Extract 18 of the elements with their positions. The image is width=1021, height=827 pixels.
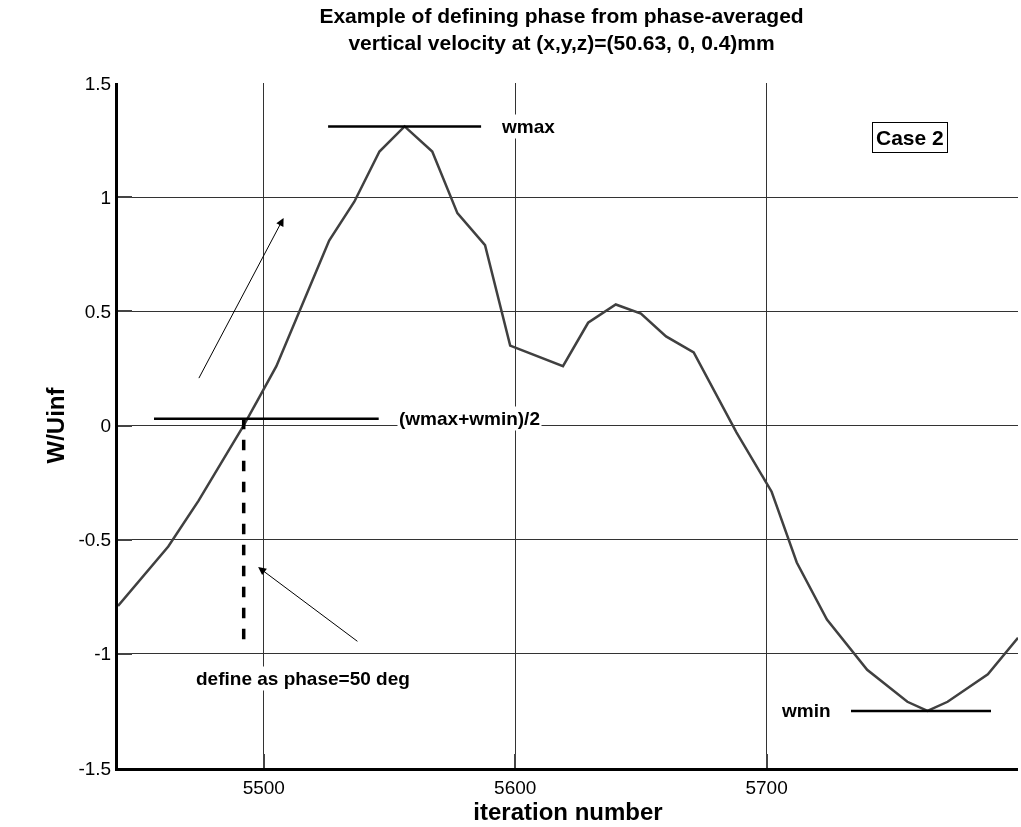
y-tick-label: -1 [94, 643, 112, 665]
y-tick-label: 1.5 [84, 72, 112, 94]
y-tick-label: 0 [100, 415, 112, 437]
y-tick-label: -1.5 [78, 757, 112, 779]
ref-line-label: wmin [781, 700, 831, 721]
annotation: define as phase=50 deg [196, 668, 410, 689]
x-tick-label: 5700 [745, 776, 788, 798]
y-tick-label: 1 [100, 186, 112, 208]
chart-title: Example of defining phase from phase-averaged vertical velocity at (x,y,z)=(50.63, 0, 0.4)mm [319, 4, 804, 55]
y-tick-label: 0.5 [84, 300, 112, 322]
y-tick-label: -0.5 [78, 529, 112, 551]
ref-line-label: (wmax+wmin)/2 [399, 408, 540, 429]
y-axis-title: W/Uinf [41, 386, 69, 464]
x-tick-label: 5600 [494, 776, 537, 798]
x-axis-title: iteration number [473, 797, 663, 825]
annotation: Case 2 [876, 126, 944, 149]
ref-line-label: wmax [501, 116, 556, 137]
x-tick-label: 5500 [242, 776, 285, 798]
